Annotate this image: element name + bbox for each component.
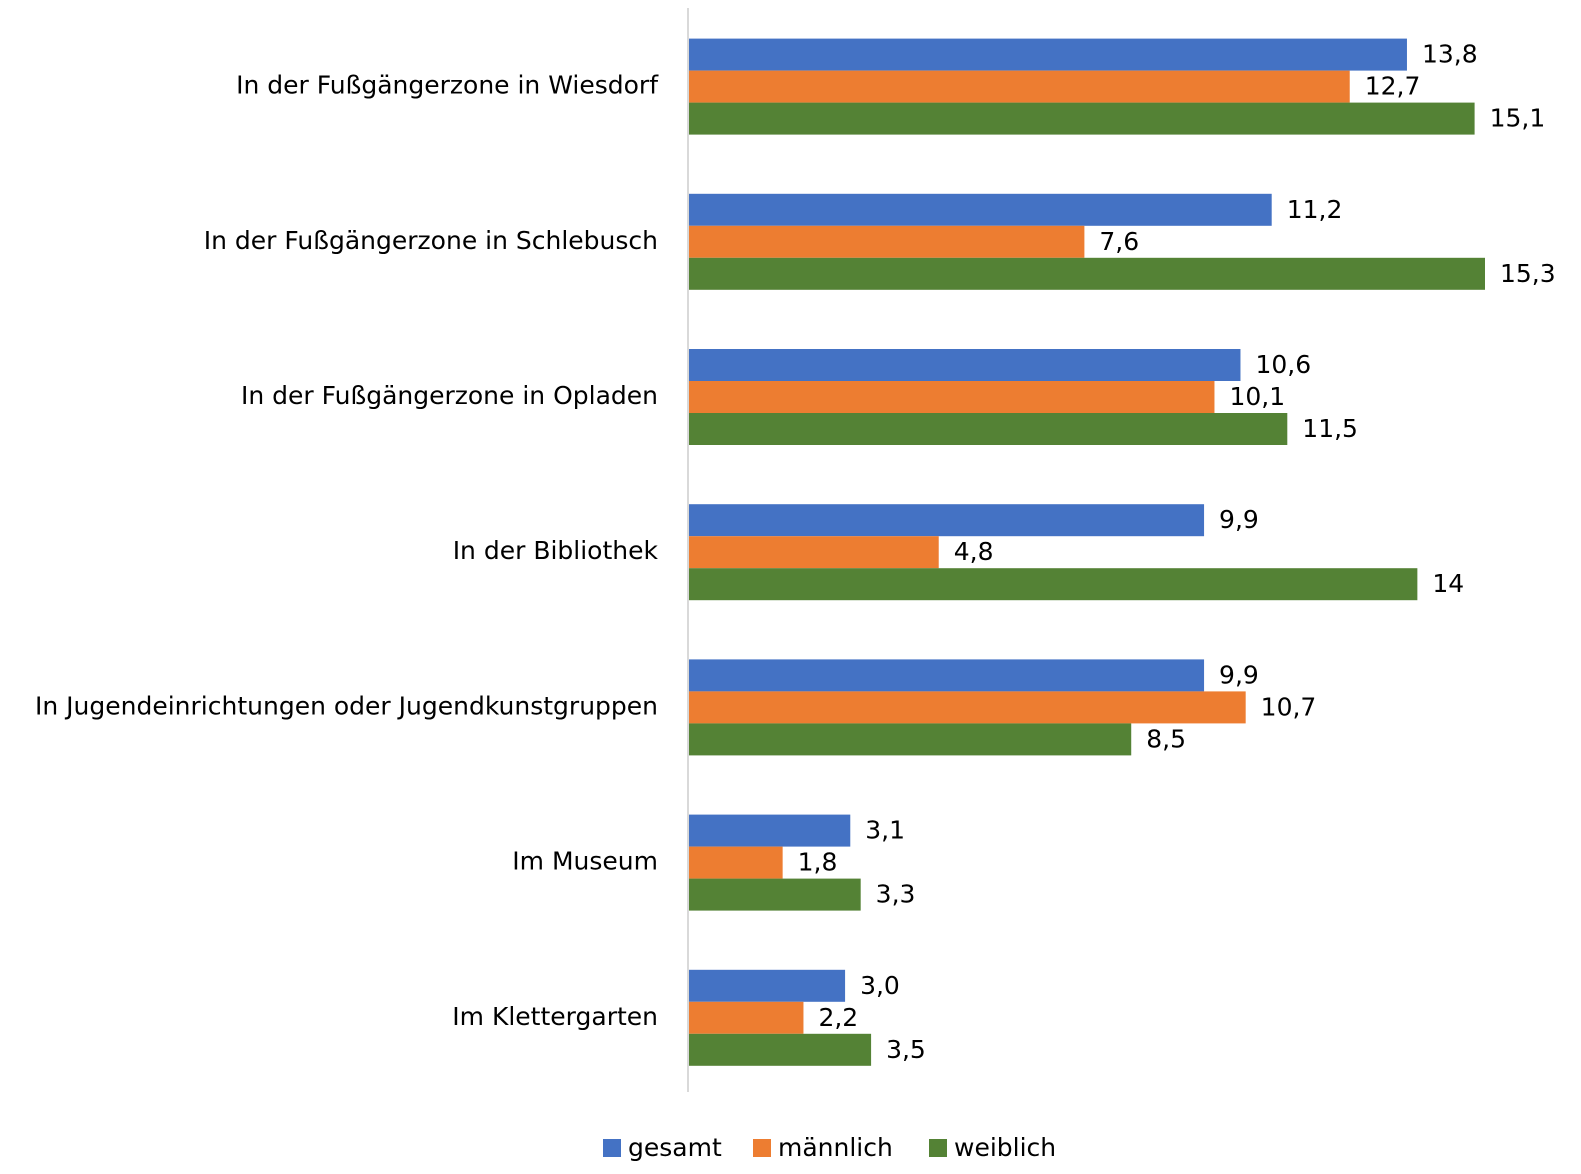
bar [689,969,846,1002]
data-label: 3,0 [860,971,900,1000]
bar [689,193,1272,226]
data-label: 8,5 [1146,724,1186,753]
data-label: 13,8 [1422,40,1478,69]
category-label: In der Fußgängerzone in Schlebusch [204,226,658,255]
bar [689,814,851,847]
bar [689,70,1350,103]
bar [689,659,1205,692]
data-label: 9,9 [1219,660,1259,689]
bar [689,413,1288,445]
bar [689,349,1241,381]
data-label: 4,8 [954,537,994,566]
category-label: In der Fußgängerzone in Opladen [241,381,658,410]
bar [689,381,1215,413]
data-label: 10,1 [1229,382,1285,411]
data-label: 15,1 [1490,104,1546,133]
data-label: 14 [1432,569,1464,598]
data-label: 15,3 [1500,259,1556,288]
data-label: 3,3 [876,880,916,909]
bar [689,257,1485,290]
bar [689,723,1132,756]
data-label: 10,7 [1261,692,1317,721]
category-label: In Jugendeinrichtungen oder Jugendkunstg… [35,691,658,720]
data-label: 3,5 [886,1035,926,1064]
bar [689,878,861,911]
data-label: 9,9 [1219,505,1259,534]
data-label: 7,6 [1099,227,1139,256]
legend-label: gesamt [628,1133,722,1162]
data-label: 2,2 [818,1003,858,1032]
bar [689,536,939,569]
category-label: Im Klettergarten [452,1002,658,1031]
bar [689,504,1205,537]
category-label: In der Bibliothek [453,536,659,565]
data-label: 11,5 [1302,414,1358,443]
bar [689,1033,872,1066]
data-label: 12,7 [1365,72,1421,101]
legend-label: männlich [778,1133,893,1162]
data-label: 10,6 [1255,350,1311,379]
bar [689,102,1475,135]
data-label: 3,1 [865,816,905,845]
legend-swatch [603,1139,621,1157]
category-label: In der Fußgängerzone in Wiesdorf [236,71,659,100]
data-label: 11,2 [1287,195,1343,224]
bar [689,846,783,879]
bar [689,691,1246,724]
bar [689,568,1418,601]
bar [689,38,1407,71]
category-label: Im Museum [512,847,658,876]
data-label: 1,8 [798,848,838,877]
legend-swatch [929,1139,947,1157]
bar [689,225,1085,258]
legend-swatch [753,1139,771,1157]
legend-label: weiblich [954,1133,1056,1162]
bar [689,1001,804,1034]
